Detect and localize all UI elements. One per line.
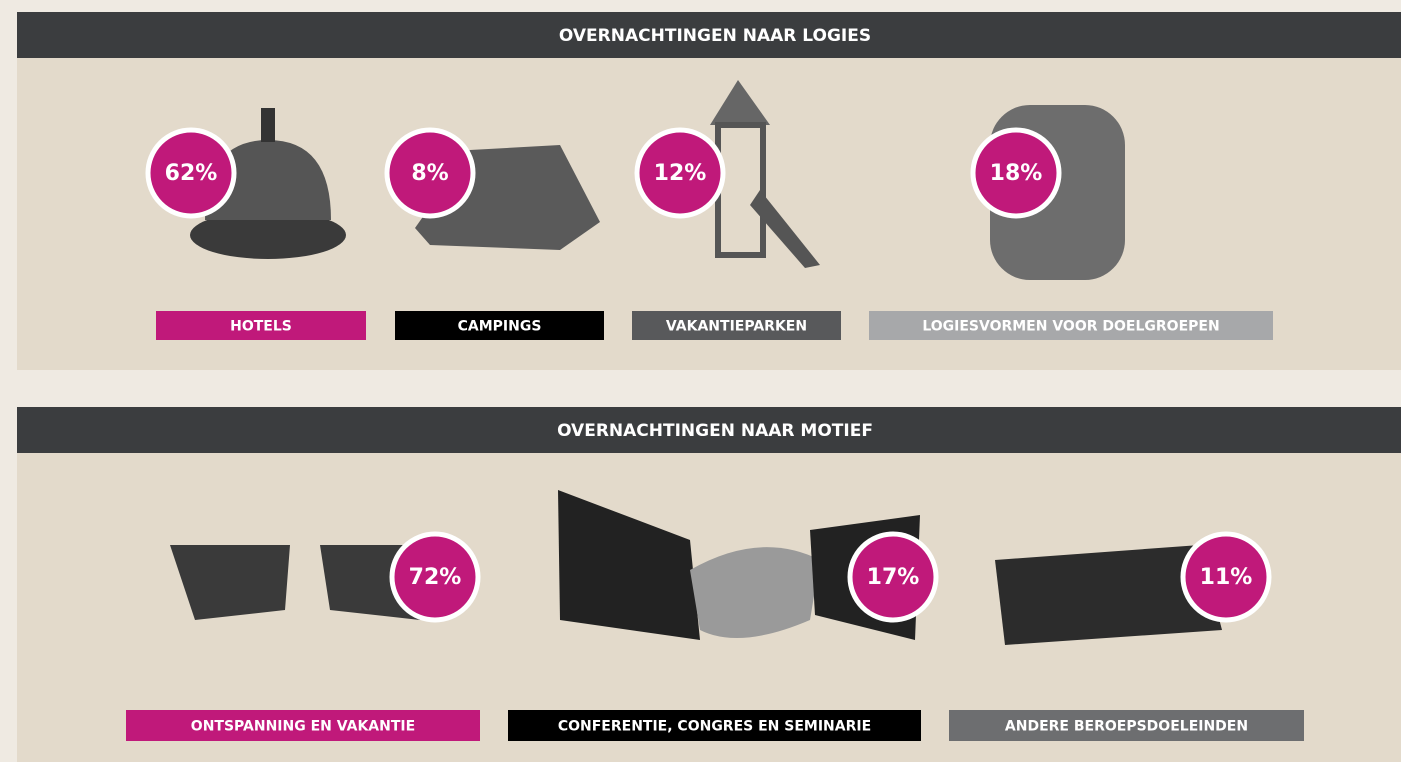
percent-value: 17% — [867, 565, 920, 590]
percent-value: 62% — [165, 161, 218, 186]
percent-value: 8% — [411, 161, 448, 186]
percent-value: 11% — [1200, 565, 1253, 590]
section-title: OVERNACHTINGEN NAAR LOGIES — [559, 26, 871, 46]
category-label: ANDERE BEROEPSDOELEINDEN — [1005, 719, 1248, 735]
percent-value: 72% — [409, 565, 462, 590]
percent-value: 18% — [990, 161, 1043, 186]
category-label: ONTSPANNING EN VAKANTIE — [191, 719, 415, 735]
category-label: LOGIESVORMEN VOOR DOELGROEPEN — [922, 319, 1219, 335]
category-label: HOTELS — [230, 319, 292, 335]
bell-knob — [261, 108, 275, 142]
category-label: VAKANTIEPARKEN — [666, 319, 807, 335]
infographic: OVERNACHTINGEN NAAR LOGIES 62% HOTELS 8% CAM… — [0, 0, 1401, 762]
section-title: OVERNACHTINGEN NAAR MOTIEF — [557, 421, 873, 441]
category-label: CAMPINGS — [458, 319, 542, 335]
percent-value: 12% — [654, 161, 707, 186]
category-label: CONFERENTIE, CONGRES EN SEMINARIE — [558, 719, 871, 735]
